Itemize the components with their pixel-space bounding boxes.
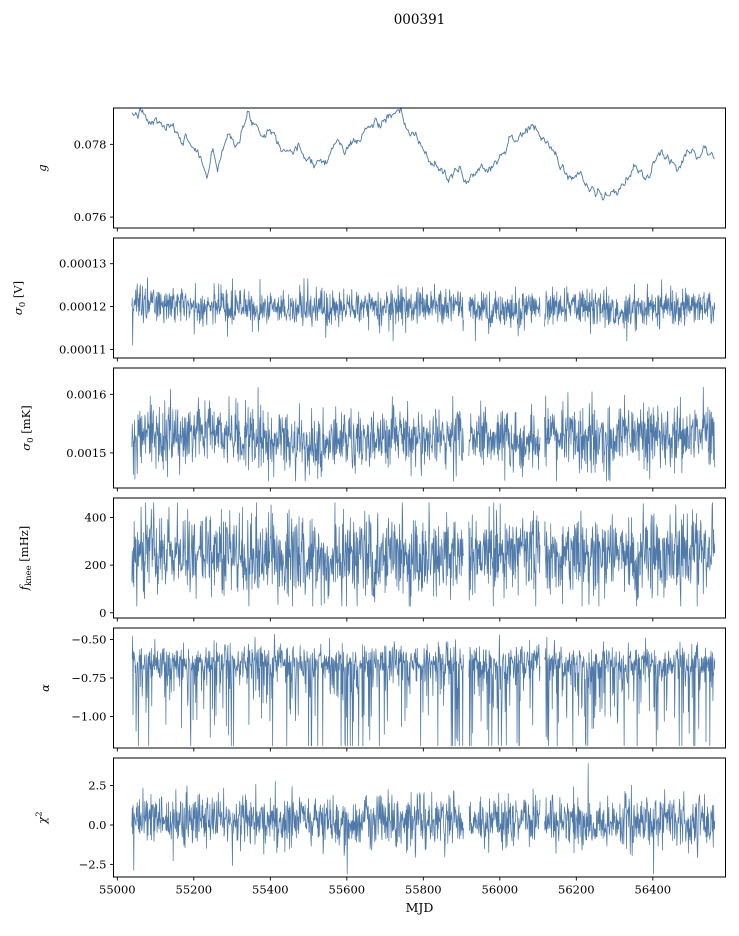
- axes-frame: [113, 497, 726, 619]
- y-tick-label: 0.00012: [59, 300, 107, 314]
- y-tick-label: 0.0: [88, 818, 106, 832]
- x-tick-label: 55800: [405, 883, 442, 897]
- y-tick-label: 0: [99, 606, 106, 620]
- y-tick-label: −0.50: [71, 633, 106, 647]
- y-axis-label-sigma0-mK: σ0 [mK]: [19, 405, 36, 450]
- y-tick-label: 200: [85, 558, 107, 572]
- trace-sigma0-V: [131, 277, 716, 346]
- subplot-sigma0-V: 0.00013 0.00012 0.00011 σ0 [V]: [11, 237, 726, 362]
- trace-alpha: [131, 633, 716, 747]
- y-tick-label: 2.5: [88, 779, 106, 793]
- subplot-alpha: −0.50 −0.75 −1.00 α: [38, 627, 726, 752]
- y-axis-label-chi2: χ2: [35, 811, 50, 824]
- y-tick-label: 400: [85, 511, 107, 525]
- axes-frame: [113, 107, 726, 229]
- y-tick-label: −2.5: [79, 857, 107, 871]
- y-tick-label: 0.078: [74, 137, 107, 151]
- axes-frame: [113, 237, 726, 359]
- x-tick-label: 56000: [482, 883, 519, 897]
- x-tick-label: 56200: [558, 883, 595, 897]
- y-axis-label-sigma0-V: σ0 [V]: [11, 281, 28, 315]
- axes-frame: [113, 757, 726, 878]
- y-axis-label-fknee: fknee [mHz]: [17, 526, 34, 592]
- y-axis-label-alpha: α: [38, 684, 52, 692]
- subplot-sigma0-mK: 0.0016 0.0015 σ0 [mK]: [19, 367, 726, 492]
- y-tick-label: 0.076: [74, 210, 107, 224]
- x-tick-label: 55200: [176, 883, 213, 897]
- figure-title: 000391: [394, 12, 446, 28]
- trace-chi2: [131, 763, 716, 875]
- axes-frame: [113, 627, 726, 749]
- x-axis-label: MJD: [406, 900, 434, 915]
- x-tick-label: 55000: [99, 883, 136, 897]
- trace-sigma0-mK: [131, 386, 716, 482]
- axes-frame: [113, 367, 726, 489]
- y-tick-label: 0.0016: [66, 387, 106, 401]
- x-tick-label: 55400: [252, 883, 289, 897]
- y-axis-label-g: g: [35, 164, 49, 171]
- subplot-g: 0.078 0.076 g: [35, 107, 726, 232]
- subplot-chi2: 55000 55200 55400 55600 55800 56000 56200 56400…: [35, 757, 726, 897]
- x-tick-label: 56400: [635, 883, 672, 897]
- y-tick-label: −0.75: [71, 671, 106, 685]
- trace-g: [131, 108, 715, 201]
- y-tick-label: −1.00: [71, 709, 106, 723]
- x-tick-label: 55600: [329, 883, 366, 897]
- y-tick-label: 0.00011: [59, 342, 107, 356]
- y-tick-label: 0.00013: [59, 257, 107, 271]
- subplot-fknee: 400 200 0 fknee [mHz]: [17, 497, 726, 622]
- y-tick-label: 0.0015: [66, 446, 106, 460]
- trace-fknee: [131, 502, 716, 607]
